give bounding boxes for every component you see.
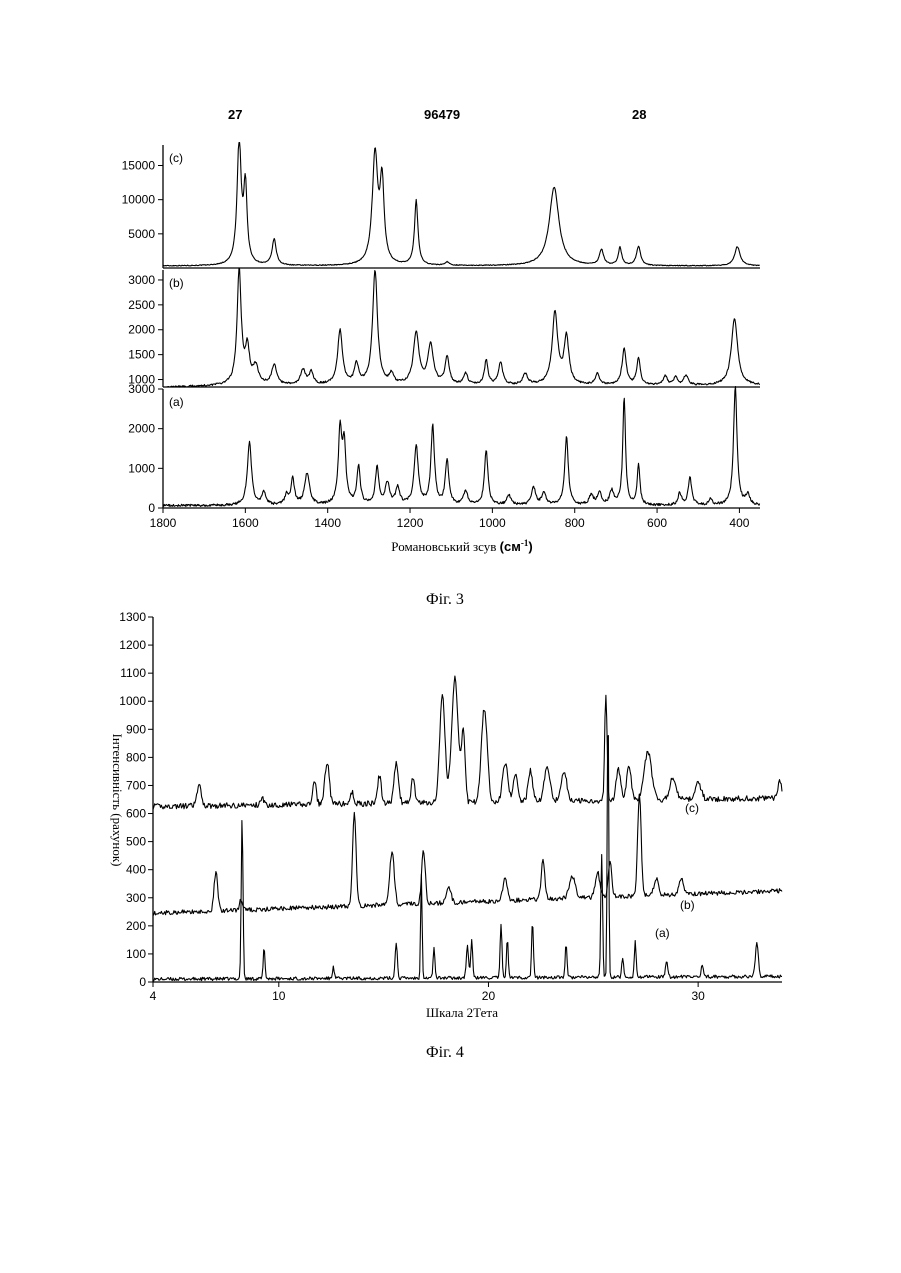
xrd-y-tick-label: 600 — [126, 807, 146, 821]
xrd-x-tick-label: 30 — [691, 989, 705, 1003]
xrd-x-tick-label: 4 — [150, 989, 157, 1003]
xrd-y-tick-label: 900 — [126, 722, 146, 736]
xrd-y-tick-label: 1000 — [119, 694, 146, 708]
xrd-y-tick-label: 300 — [126, 891, 146, 905]
xrd-y-tick-label: 1300 — [119, 610, 146, 624]
xrd-series-a-pattern — [153, 736, 782, 981]
xrd-y-tick-label: 500 — [126, 835, 146, 849]
xrd-series-b-label: (b) — [680, 898, 695, 912]
xrd-y-axis-label: Інтенсивність (рахунок) — [110, 734, 125, 867]
xrd-x-tick-label: 20 — [482, 989, 496, 1003]
xrd-y-tick-label: 200 — [126, 919, 146, 933]
xrd-x-axis-label: Шкала 2Тета — [426, 1005, 498, 1020]
xrd-x-tick-label: 10 — [272, 989, 286, 1003]
figure4-caption: Фіг. 4 — [426, 1044, 464, 1062]
xrd-y-tick-label: 1200 — [119, 638, 146, 652]
xrd-y-tick-label: 100 — [126, 947, 146, 961]
xrd-y-tick-label: 800 — [126, 750, 146, 764]
xrd-series-c-label: (c) — [685, 801, 699, 815]
xrd-y-tick-label: 700 — [126, 778, 146, 792]
xrd-series-a-label: (a) — [655, 926, 670, 940]
xrd-y-tick-label: 1100 — [120, 666, 146, 680]
xrd-y-tick-label: 400 — [126, 863, 146, 877]
xrd-series-c-pattern — [153, 676, 782, 809]
xrd-y-tick-label: 0 — [139, 975, 146, 989]
